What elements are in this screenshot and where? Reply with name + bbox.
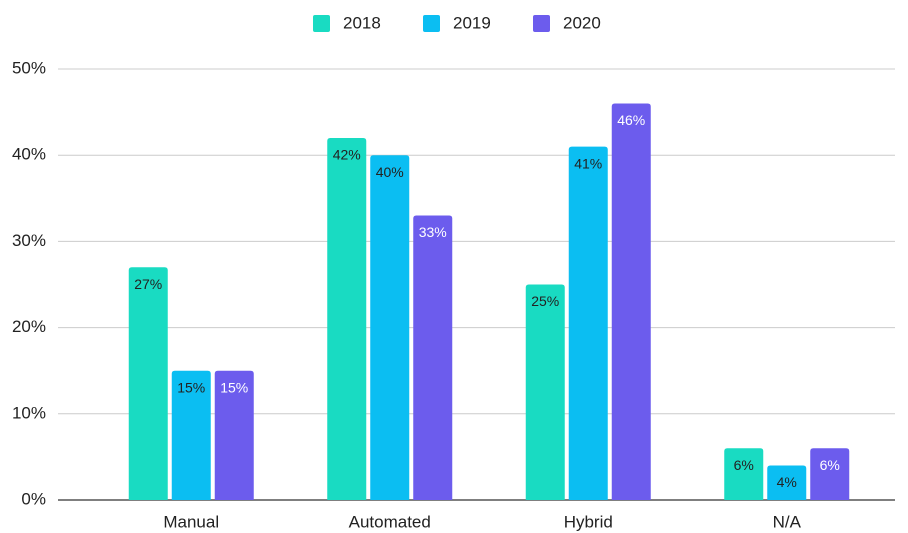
value-label: 6% [820, 457, 840, 473]
value-label: 42% [333, 147, 361, 163]
y-tick-label: 30% [12, 231, 46, 250]
y-tick-label: 50% [12, 58, 46, 77]
x-tick-label: N/A [773, 512, 802, 531]
bar [413, 215, 453, 501]
legend-swatch [423, 15, 440, 32]
value-label: 6% [734, 457, 754, 473]
value-label: 15% [177, 379, 205, 395]
bar [327, 137, 367, 500]
value-label: 4% [777, 474, 797, 490]
legend-swatch [533, 15, 550, 32]
y-tick-label: 20% [12, 317, 46, 336]
x-tick-label: Manual [163, 512, 219, 531]
legend-label: 2018 [343, 13, 381, 32]
bar [128, 267, 168, 500]
bar [214, 370, 254, 500]
y-tick-label: 10% [12, 403, 46, 422]
value-label: 41% [574, 155, 602, 171]
bar [370, 155, 410, 500]
value-label: 40% [376, 164, 404, 180]
value-label: 46% [617, 112, 645, 128]
bar [568, 146, 608, 500]
y-tick-label: 0% [21, 489, 46, 508]
value-label: 25% [531, 293, 559, 309]
value-label: 15% [220, 379, 248, 395]
value-label: 27% [134, 276, 162, 292]
legend-label: 2020 [563, 13, 601, 32]
legend-label: 2019 [453, 13, 491, 32]
bar [525, 284, 565, 500]
bar [810, 448, 850, 500]
value-label: 33% [419, 224, 447, 240]
legend-swatch [313, 15, 330, 32]
bar [724, 448, 764, 500]
bar [611, 103, 651, 500]
bar [171, 370, 211, 500]
x-tick-label: Automated [349, 512, 431, 531]
x-tick-label: Hybrid [564, 512, 613, 531]
y-tick-label: 40% [12, 145, 46, 164]
bar [767, 465, 807, 500]
